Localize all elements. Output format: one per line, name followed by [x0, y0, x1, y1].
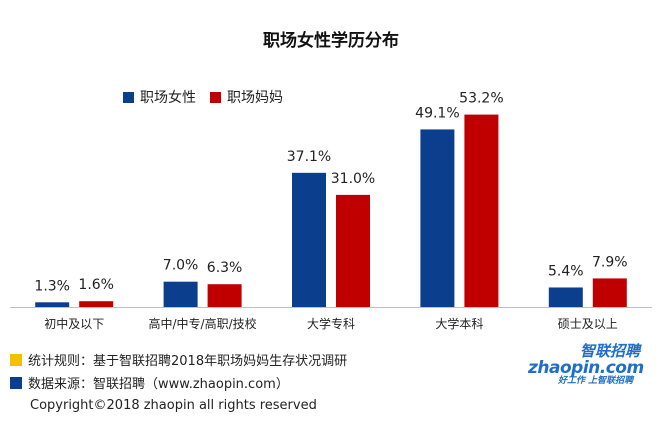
data-label-mothers: 53.2% — [459, 91, 503, 107]
bar-women — [548, 287, 583, 307]
rule-text: 统计规则：基于智联招聘2018年职场妈妈生存状况调研 — [28, 354, 348, 369]
logo-cn-text: 智联招聘 — [580, 342, 641, 360]
legend-swatch-mothers — [210, 91, 221, 103]
footer-rule: 统计规则：基于智联招聘2018年职场妈妈生存状况调研 — [10, 350, 347, 369]
bar-women — [420, 129, 455, 307]
data-label-women: 5.4% — [548, 263, 584, 279]
legend-swatch-women — [123, 91, 134, 103]
source-square — [10, 376, 22, 389]
bar-mothers — [207, 284, 242, 307]
rule-square — [10, 353, 22, 366]
bar-mothers — [464, 114, 499, 308]
data-label-women: 37.1% — [287, 149, 331, 165]
bar-mothers — [336, 194, 370, 307]
logo-sub-text: 好工作 上智联招聘 — [558, 376, 634, 386]
chart-title: 职场女性学历分布 — [263, 31, 399, 51]
legend-label-mothers: 职场妈妈 — [227, 90, 283, 106]
data-label-mothers: 31.0% — [331, 171, 375, 187]
source-text: 数据来源：智联招聘（www.zhaopin.com） — [28, 377, 289, 392]
legend-item-women: 职场女性 — [123, 87, 196, 107]
category-label: 大学本科 — [435, 316, 483, 331]
logo-main-text: zhaopin.com — [528, 358, 644, 378]
copyright-text: Copyright©2018 zhaopin all rights reserv… — [30, 398, 317, 413]
bar-mothers — [592, 278, 627, 307]
legend-item-mothers: 职场妈妈 — [210, 87, 283, 107]
legend: 职场女性 职场妈妈 — [123, 87, 283, 107]
data-label-mothers: 6.3% — [207, 260, 243, 276]
data-label-mothers: 1.6% — [78, 277, 114, 293]
legend-label-women: 职场女性 — [140, 90, 196, 106]
bar-women — [292, 172, 326, 307]
category-label: 初中及以下 — [44, 316, 104, 331]
data-label-mothers: 7.9% — [592, 254, 628, 270]
bar-women — [35, 302, 70, 307]
zhaopin-logo: 智联招聘 zhaopin.com 好工作 上智联招聘 — [528, 342, 653, 392]
bar-women — [163, 281, 198, 307]
category-label: 高中/中专/高职/技校 — [149, 316, 257, 331]
category-label: 大学专科 — [307, 316, 355, 331]
data-label-women: 7.0% — [163, 258, 199, 274]
data-label-women: 49.1% — [415, 105, 459, 121]
bar-mothers — [79, 301, 114, 307]
footer-source: 数据来源：智联招聘（www.zhaopin.com） — [10, 373, 289, 392]
data-label-women: 1.3% — [34, 278, 70, 294]
category-label: 硕士及以上 — [558, 317, 618, 331]
